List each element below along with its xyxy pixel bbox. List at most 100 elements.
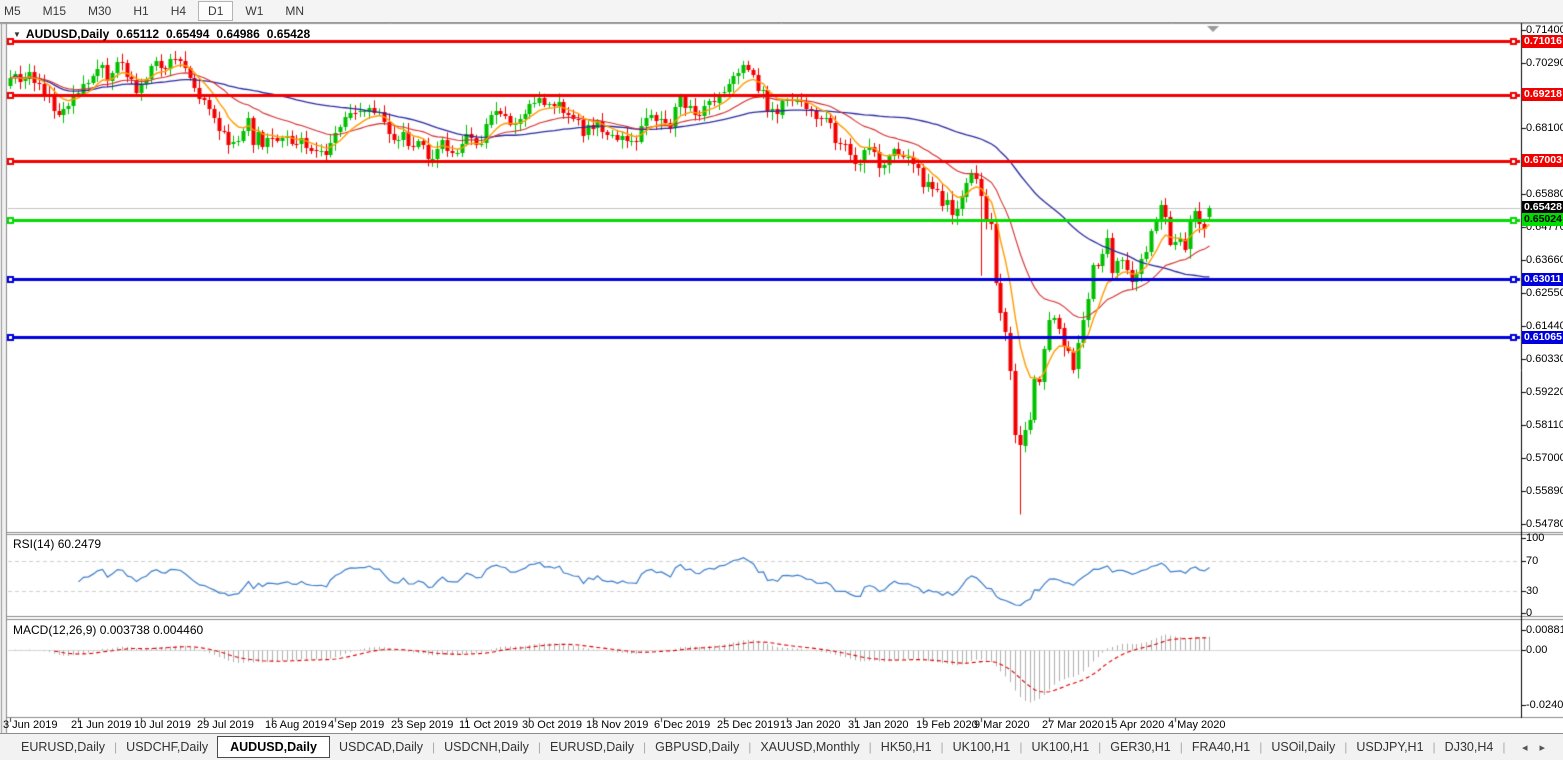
chart-tab-usoil-daily[interactable]: USOil,Daily — [1271, 740, 1336, 754]
tab-separator: | — [1502, 740, 1506, 754]
price-axis-tick: 0.60330 — [1526, 353, 1563, 365]
date-axis-label: 13 Jan 2020 — [780, 719, 841, 731]
rsi-label: RSI(14) 60.2479 — [13, 537, 102, 551]
timeframe-button-h1[interactable]: H1 — [133, 4, 149, 18]
chart-tab-bar: EURUSD,Daily | USDCHF,Daily AUDUSD,Daily USD… — [0, 733, 1563, 760]
price-axis-tick: 0.57000 — [1526, 452, 1563, 464]
tab-separator: | — [868, 740, 872, 754]
date-axis-label: 15 Apr 2020 — [1105, 719, 1165, 731]
price-axis-tick: 0.55890 — [1526, 485, 1563, 497]
chart-tab-gbpusd-daily[interactable]: GBPUSD,Daily — [655, 740, 740, 754]
price-line-badge: 0.65428 — [1522, 201, 1563, 214]
chart-tab-usdcad-daily[interactable]: USDCAD,Daily — [338, 740, 423, 754]
ohlc-high: 0.65494 — [166, 27, 210, 41]
chart-tab-fra40-h1[interactable]: FRA40,H1 — [1191, 740, 1251, 754]
macd-main-value: 0.003738 — [99, 623, 150, 637]
rsi-axis-tick: 100 — [1526, 532, 1545, 544]
date-axis-label: 23 Sep 2019 — [391, 719, 454, 731]
timeframe-button-d1[interactable]: D1 — [198, 1, 234, 21]
tab-separator: | — [114, 740, 118, 754]
tab-separator: | — [1344, 740, 1348, 754]
tab-separator: | — [1019, 740, 1023, 754]
date-axis-label: 10 Jul 2019 — [134, 719, 191, 731]
chart-tab-usdchf-daily[interactable]: USDCHF,Daily — [126, 740, 209, 754]
tab-separator: | — [748, 740, 752, 754]
chart-tab-hk50-h1[interactable]: HK50,H1 — [880, 740, 932, 754]
chart-tab-ger30-h1[interactable]: GER30,H1 — [1110, 740, 1171, 754]
price-line-badge: 0.69218 — [1522, 88, 1563, 101]
date-axis-label: 3 Jun 2019 — [3, 719, 58, 731]
date-axis-label: 6 Dec 2019 — [654, 719, 711, 731]
date-axis-label: 18 Nov 2019 — [586, 719, 649, 731]
macd-label: MACD(12,26,9) 0.003738 0.004460 — [13, 623, 204, 637]
date-axis-label: 25 Dec 2019 — [717, 719, 780, 731]
tab-separator: | — [1179, 740, 1183, 754]
price-line-badge: 0.61065 — [1522, 331, 1563, 344]
chart-tab-uk100-h1[interactable]: UK100,H1 — [952, 740, 1011, 754]
rsi-axis-tick: 70 — [1526, 555, 1539, 567]
symbol-dropdown-icon[interactable]: ▼ — [13, 30, 21, 39]
date-axis-label: 29 Jul 2019 — [197, 719, 254, 731]
timeframe-toolbar: M5 M15 M30 H1 H4 D1 W1 MN — [0, 0, 1563, 23]
price-axis-tick: 0.65880 — [1526, 188, 1563, 200]
date-axis-label: 31 Jan 2020 — [848, 719, 909, 731]
chart-symbol: AUDUSD,Daily — [25, 27, 110, 41]
chart-tab-audusd-daily[interactable]: AUDUSD,Daily — [217, 736, 330, 758]
price-axis-tick: 0.62550 — [1526, 287, 1563, 299]
price-axis-tick: 0.58110 — [1526, 419, 1563, 431]
rsi-axis-tick: 30 — [1526, 585, 1539, 597]
price-line-badge: 0.67003 — [1522, 154, 1563, 167]
rsi-axis-tick: 0 — [1526, 607, 1533, 619]
ohlc-close: 0.65428 — [266, 27, 311, 41]
rsi-value: 60.2479 — [57, 537, 102, 551]
price-axis-tick: 0.59220 — [1526, 386, 1563, 398]
price-line-badge: 0.65024 — [1522, 213, 1563, 226]
tab-separator: | — [432, 740, 436, 754]
date-axis-label: 21 Jun 2019 — [71, 719, 132, 731]
chart-tab-xauusd-monthly[interactable]: XAUUSD,Monthly — [760, 740, 860, 754]
price-axis-tick: 0.63660 — [1526, 254, 1563, 266]
tab-separator: | — [1259, 740, 1263, 754]
timeframe-button-h4[interactable]: H4 — [170, 4, 187, 18]
tab-separator: | — [643, 740, 647, 754]
tab-separator: | — [1098, 740, 1102, 754]
timeframe-button-mn[interactable]: MN — [285, 4, 305, 18]
tab-separator: | — [1432, 740, 1436, 754]
timeframe-button-m30[interactable]: M30 — [88, 4, 112, 18]
macd-axis-tick: 0.008815 — [1526, 624, 1563, 636]
price-axis-tick: 0.61440 — [1526, 320, 1563, 332]
price-axis-tick: 0.71400 — [1526, 24, 1563, 36]
date-axis-label: 27 Mar 2020 — [1042, 719, 1104, 731]
macd-axis-tick: -0.024082 — [1526, 699, 1563, 711]
chart-tab-dj30-h4[interactable]: DJ30,H4 — [1444, 740, 1494, 754]
chart-tab-usdcnh-daily[interactable]: USDCNH,Daily — [444, 740, 529, 754]
macd-signal-value: 0.004460 — [153, 623, 204, 637]
chart-tab-eurusd-daily[interactable]: EURUSD,Daily — [21, 740, 106, 754]
price-line-badge: 0.71016 — [1522, 35, 1563, 48]
price-line-badge: 0.63011 — [1522, 273, 1563, 286]
chart-tab-eurusd-daily[interactable]: EURUSD,Daily — [549, 740, 635, 754]
date-axis-label: 11 Oct 2019 — [459, 719, 519, 731]
price-axis-tick: 0.70290 — [1526, 57, 1563, 69]
chart-title: ▼ AUDUSD,Daily 0.65112 0.65494 0.64986 0.6542… — [13, 27, 310, 41]
date-axis-label: 19 Feb 2020 — [916, 719, 978, 731]
chart-tab-uk100-h1[interactable]: UK100,H1 — [1031, 740, 1090, 754]
date-axis-label: 16 Aug 2019 — [265, 719, 327, 731]
ohlc-open: 0.65112 — [116, 27, 159, 41]
tab-separator: | — [537, 740, 541, 754]
macd-axis-tick: 0.00 — [1526, 644, 1548, 656]
tab-scroll-left-icon[interactable]: ◂ — [1521, 742, 1540, 754]
price-axis-tick: 0.68100 — [1526, 122, 1563, 134]
timeframe-button-m5[interactable]: M5 — [4, 4, 21, 18]
ohlc-low: 0.64986 — [216, 27, 260, 41]
tab-scroll-right-icon[interactable]: ▸ — [1539, 742, 1557, 754]
price-axis-tick: 0.54780 — [1526, 518, 1563, 530]
date-axis-label: 4 Sep 2019 — [328, 719, 385, 731]
tab-separator: | — [940, 740, 944, 754]
timeframe-button-w1[interactable]: W1 — [245, 4, 264, 18]
chart-tab-usdjpy-h1[interactable]: USDJPY,H1 — [1356, 740, 1424, 754]
date-axis-label: 4 May 2020 — [1168, 719, 1226, 731]
timeframe-button-m15[interactable]: M15 — [42, 4, 67, 18]
